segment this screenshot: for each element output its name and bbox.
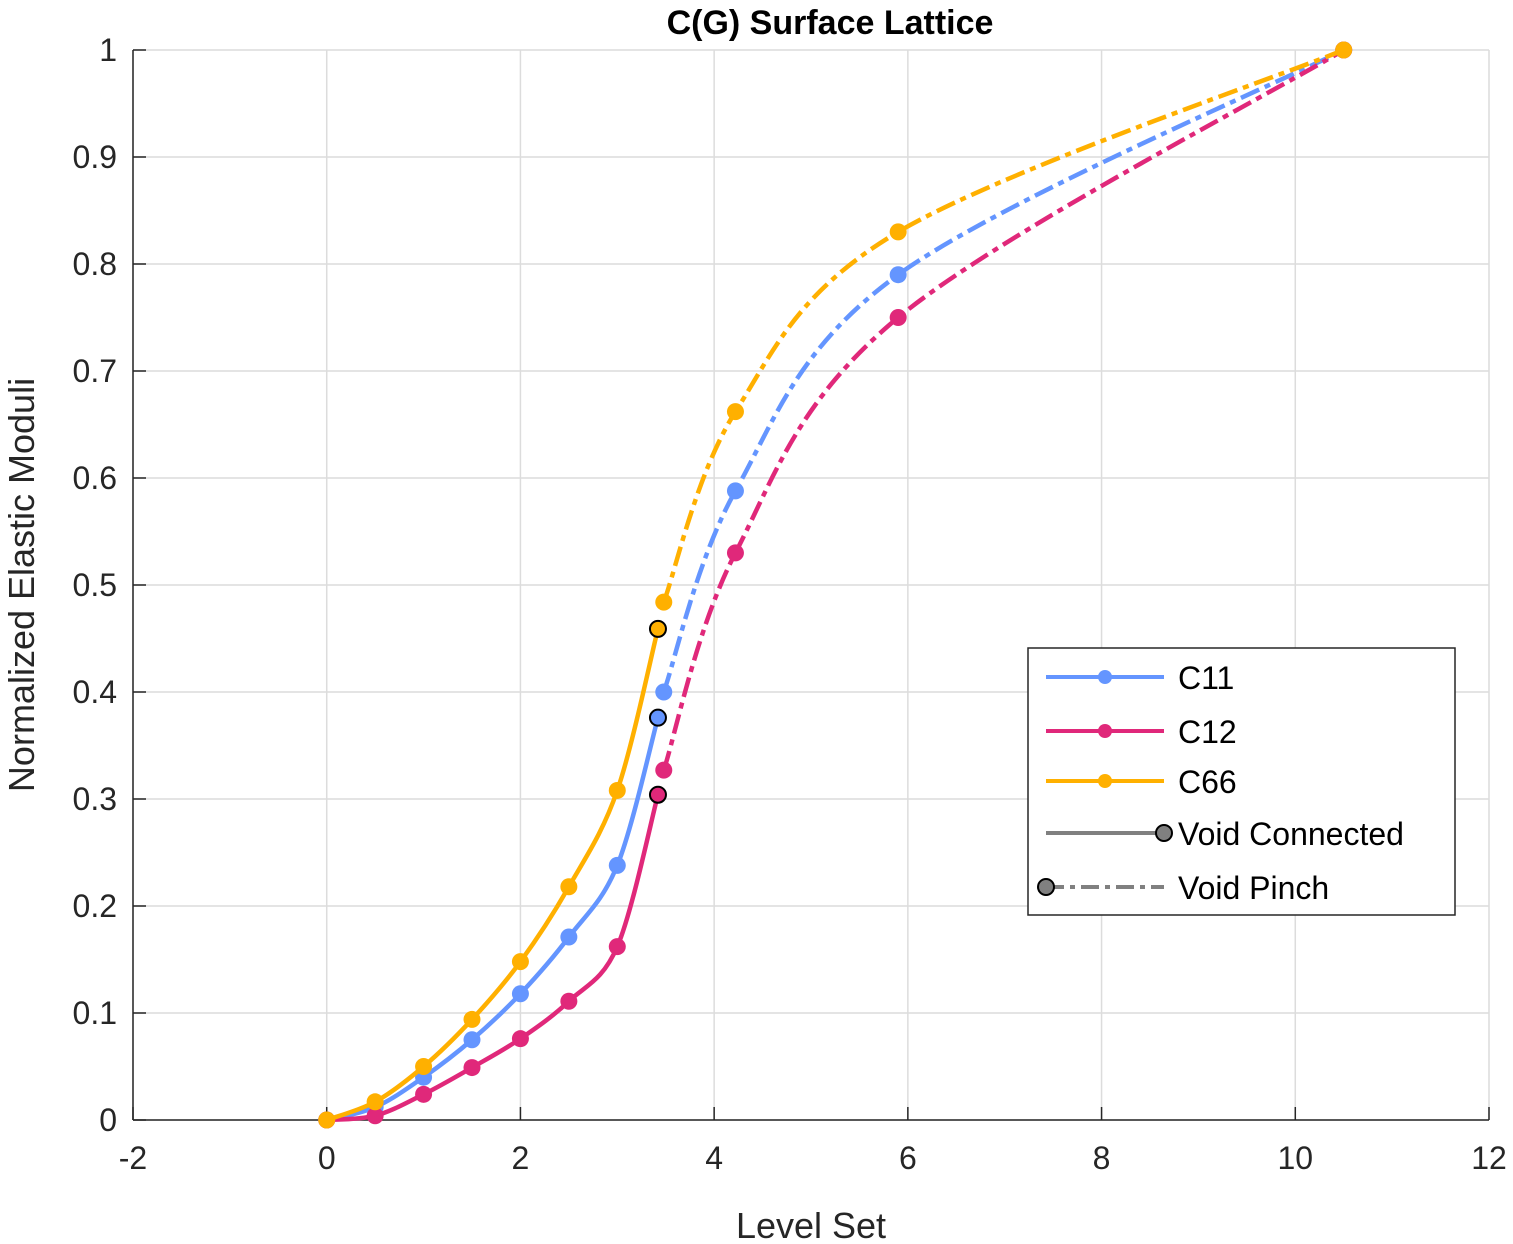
data-point-c66 [726,403,744,421]
legend-item-void-pinch: Void Pinch [1037,870,1329,906]
data-point-c12 [655,761,673,779]
data-point-c12 [726,544,744,562]
y-tick-label: 0.2 [73,888,117,924]
x-ticks: -2 0 2 4 6 8 10 12 [119,1107,1507,1176]
data-point-c11 [726,482,744,500]
series-c66 [318,41,1353,1129]
data-point-c12 [366,1107,384,1125]
data-point-c11 [655,683,673,701]
y-axis-label: Normalized Elastic Moduli [1,378,42,792]
x-tick-label: 12 [1471,1140,1507,1176]
series-line-c12-pinch [661,48,1345,771]
data-point-c12 [889,309,907,326]
data-point-c12 [560,992,578,1010]
data-point-c66 [1335,41,1353,59]
legend-label-c66: C66 [1178,764,1237,800]
data-point-c11-void-transition [648,708,667,727]
data-point-c66-void-transition [648,619,667,638]
x-axis-label: Level Set [736,1205,886,1244]
legend-label-c12: C12 [1178,714,1237,750]
y-tick-label: 0.1 [73,995,117,1031]
y-tick-label: 0.8 [73,246,117,282]
legend-marker-c11 [1098,670,1112,684]
y-tick-label: 0 [99,1102,117,1138]
data-point-c12 [463,1059,481,1077]
y-tick-label: 0.5 [73,567,117,603]
data-point-c12-void-transition [648,785,667,804]
data-point-c11 [889,266,907,284]
x-tick-label: 6 [899,1140,917,1176]
data-point-c66 [415,1058,433,1075]
legend-marker-void-connected [1155,824,1173,842]
data-point-c11 [463,1031,481,1049]
legend-item-c12: C12 [1046,714,1237,750]
legend-marker-void-pinch [1037,878,1055,896]
data-point-c11 [608,856,626,874]
data-point-c11 [511,985,529,1003]
legend-label-void-connected: Void Connected [1178,816,1404,852]
x-tick-label: 8 [1093,1140,1111,1176]
data-point-c12 [511,1030,529,1048]
data-point-c66 [655,593,673,611]
y-tick-label: 0.6 [73,460,117,496]
y-tick-label: 1 [99,32,117,68]
data-point-c12 [415,1085,433,1103]
legend-marker-c66 [1098,774,1112,788]
series-group [318,41,1353,1129]
legend-item-c66: C66 [1046,764,1237,800]
legend-label-void-pinch: Void Pinch [1178,870,1329,906]
legend-marker-c12 [1098,724,1112,738]
data-point-c66 [463,1010,481,1028]
data-point-c66 [560,878,578,896]
data-point-c66 [318,1111,336,1129]
data-point-c66 [511,953,529,971]
x-tick-label: 2 [512,1140,530,1176]
data-point-c66 [889,223,907,241]
legend: C11 C12 C66 Void Connected Void Pinch [1027,647,1456,916]
data-point-c66 [366,1093,384,1111]
series-line-c11-pinch [661,47,1345,693]
series-c12 [318,41,1353,1129]
series-line-c66-pinch [661,47,1345,603]
x-tick-label: 4 [705,1140,723,1176]
x-tick-label: -2 [119,1140,147,1176]
data-point-c11 [560,928,578,946]
x-tick-label: 10 [1277,1140,1313,1176]
data-point-c66 [608,781,626,799]
y-tick-label: 0.4 [73,674,117,710]
legend-item-void-connected: Void Connected [1046,816,1404,852]
legend-label-c11: C11 [1178,660,1234,696]
legend-item-c11: C11 [1046,660,1234,696]
chart-title: C(G) Surface Lattice [667,4,994,42]
y-ticks: 0 0.1 0.2 0.3 0.4 0.5 0.6 0.7 0.8 0.9 1 [73,32,146,1138]
y-tick-label: 0.3 [73,781,117,817]
y-tick-label: 0.7 [73,353,117,389]
x-tick-label: 0 [318,1140,336,1176]
y-tick-label: 0.9 [73,139,117,175]
data-point-c12 [608,938,626,956]
